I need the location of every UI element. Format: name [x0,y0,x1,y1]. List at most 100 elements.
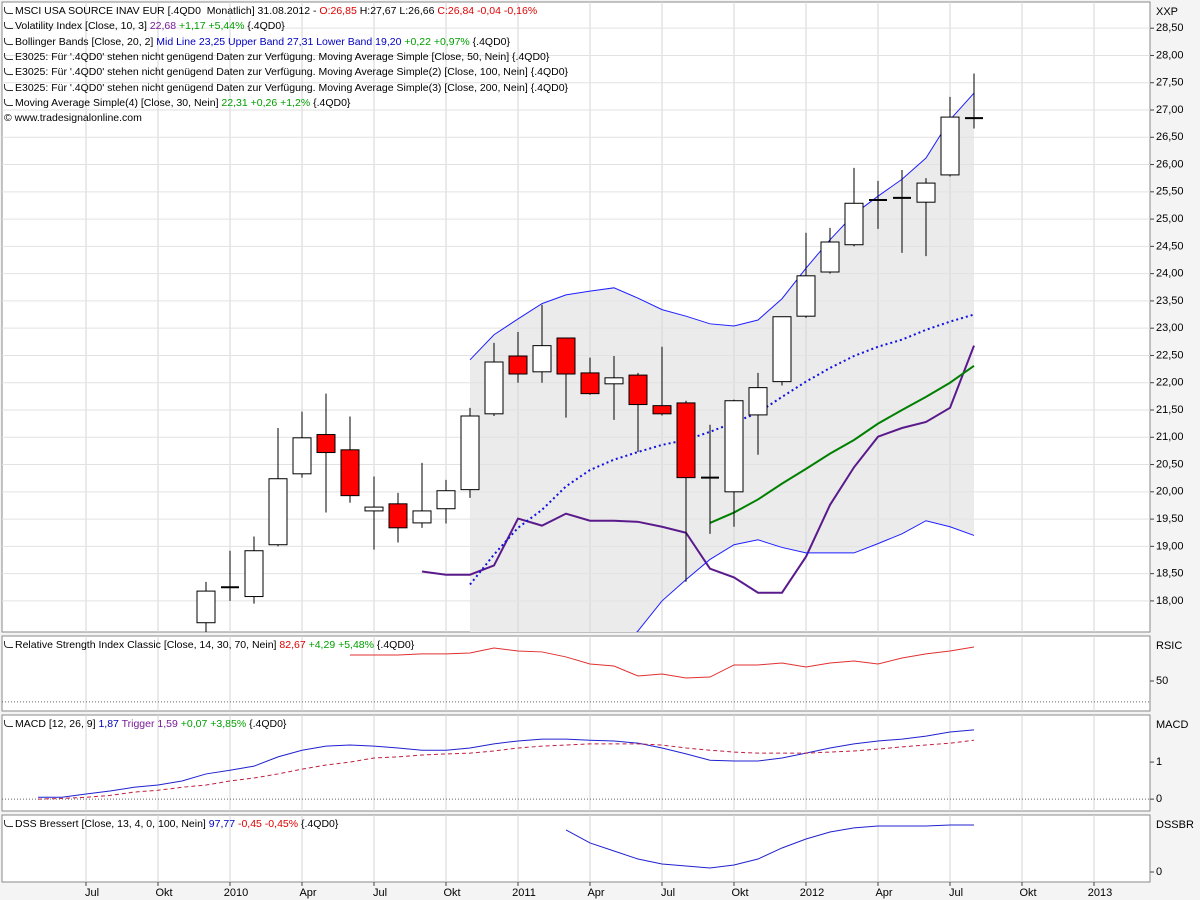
x-tick-label: Apr [875,887,892,899]
legend-line: E3025: Für '.4QD0' stehen nicht genügend… [4,51,549,64]
legend-text: © www.tradesignalonline.com [4,112,142,125]
y-tick-label: 28,00 [1156,49,1184,61]
indicator-icon [4,641,13,648]
legend-text: {.4QD0} [310,96,351,109]
y-tick-label: 0 [1156,866,1162,878]
y-tick-label: 18,00 [1156,595,1184,607]
candle-body [676,402,696,479]
series-line [350,646,975,679]
axis-label: DSSBR [1156,819,1194,831]
legend-line: MSCI USA SOURCE INAV EUR [.4QD0 Monatlic… [4,5,537,18]
plot-area [85,815,1095,882]
legend-text: MACD [12, 26, 9] [15,718,99,730]
legend-line: MACD [12, 26, 9] 1,87 Trigger 1,59 +0,07… [4,718,286,731]
plot-area [2,715,1150,811]
candle-body [580,372,600,395]
legend-line: E3025: Für '.4QD0' stehen nicht genügend… [4,82,568,95]
legend-text: {.4QD0} [246,718,287,730]
legend-text: 22,68 [149,20,177,33]
candle-body [748,387,768,416]
series-line [709,365,975,524]
y-tick-label: 24,50 [1156,240,1184,252]
panel [1,635,1151,712]
candle-body [412,510,432,524]
indicator-icon [4,7,13,14]
indicator-icon [4,98,13,106]
indicator-icon [4,22,13,30]
y-tick-label: 27,50 [1156,77,1184,89]
indicator-icon [4,820,13,827]
y-tick-label: 23,50 [1156,295,1184,307]
indicator-icon [4,37,13,45]
legend-text: Bollinger Bands [Close, 20, 2] [15,35,157,48]
candle-body [628,374,648,406]
legend-text: 22,31 [221,96,248,109]
indicator-icon [4,83,13,91]
candle-body [652,405,672,415]
legend-text: H:27,67 L:26,66 [356,5,438,17]
legend-text: MSCI USA SOURCE INAV EUR [.4QD0 Monatlic… [15,5,320,17]
candle-body [724,400,744,493]
plot-area [2,2,1150,632]
legend-text: +4,29 +5,48% [305,639,374,651]
x-tick-label: Jul [661,887,675,899]
indicator-icon [4,52,13,60]
legend-text: 82,67 [279,639,306,651]
axis-label: XXP [1156,6,1178,18]
y-tick-label: 26,00 [1156,158,1184,170]
legend-text: E3025: Für '.4QD0' stehen nicht genügend… [15,66,569,79]
candle-body [916,182,936,203]
panel [1,814,1151,883]
x-tick-label: Jul [949,887,963,899]
candle-body [388,503,408,529]
y-tick-label: 20,00 [1156,486,1184,498]
legend-text: Volatility Index [Close, 10, 3] [15,20,150,33]
candle-body [340,449,360,497]
legend-line: Volatility Index [Close, 10, 3] 22,68 +1… [4,20,285,33]
candle-body [940,116,960,176]
legend-text: {.4QD0} [469,35,511,48]
x-tick-label: Okt [155,887,172,899]
x-tick-label: 2013 [1088,887,1112,899]
x-tick-label: 2012 [800,887,824,899]
legend-text: +0,22 +0,97% [401,35,470,48]
y-tick-label: 22,00 [1156,377,1184,389]
y-tick-label: 21,00 [1156,431,1184,443]
candle-body [364,506,384,512]
indicator-icon [4,720,13,727]
legend-line: E3025: Für '.4QD0' stehen nicht genügend… [4,66,568,79]
candle-body [460,415,480,491]
y-tick-label: 20,50 [1156,458,1184,470]
y-tick-label: 28,50 [1156,22,1184,34]
y-tick-label: 19,00 [1156,540,1184,552]
series-line [37,739,975,800]
indicator-icon [4,68,13,76]
candle-body [244,550,264,598]
legend-text: -0,45 -0,45% [235,818,299,830]
y-tick-label: 26,50 [1156,131,1184,143]
legend-text: +1,17 +5,44% [176,20,245,33]
x-tick-label: Okt [731,887,748,899]
y-tick-label: 24,00 [1156,268,1184,280]
legend-text: Relative Strength Index Classic [Close, … [15,639,280,651]
candle-body [292,437,312,475]
series-line [421,345,975,594]
x-tick-label: 2011 [512,887,536,899]
legend-line: DSS Bressert [Close, 13, 4, 0, 100, Nein… [4,818,338,831]
legend-text: +0,26 +1,2% [247,96,311,109]
legend-line: Moving Average Simple(4) [Close, 30, Nei… [4,97,350,110]
legend-text: 1,87 [98,718,119,730]
x-tick-label: Okt [1019,887,1036,899]
candle-body [196,590,216,624]
candle-body [796,275,816,317]
y-tick-label: 1 [1156,756,1162,768]
y-tick-label: 50 [1156,675,1168,687]
y-tick-label: 25,50 [1156,186,1184,198]
series-line [636,520,975,632]
y-tick-label: 23,00 [1156,322,1184,334]
legend-text: Mid Line 23,25 Upper Band 27,31 Lower Ba… [156,35,402,48]
candle-body [532,345,552,373]
axis-label: RSIC [1156,640,1182,652]
